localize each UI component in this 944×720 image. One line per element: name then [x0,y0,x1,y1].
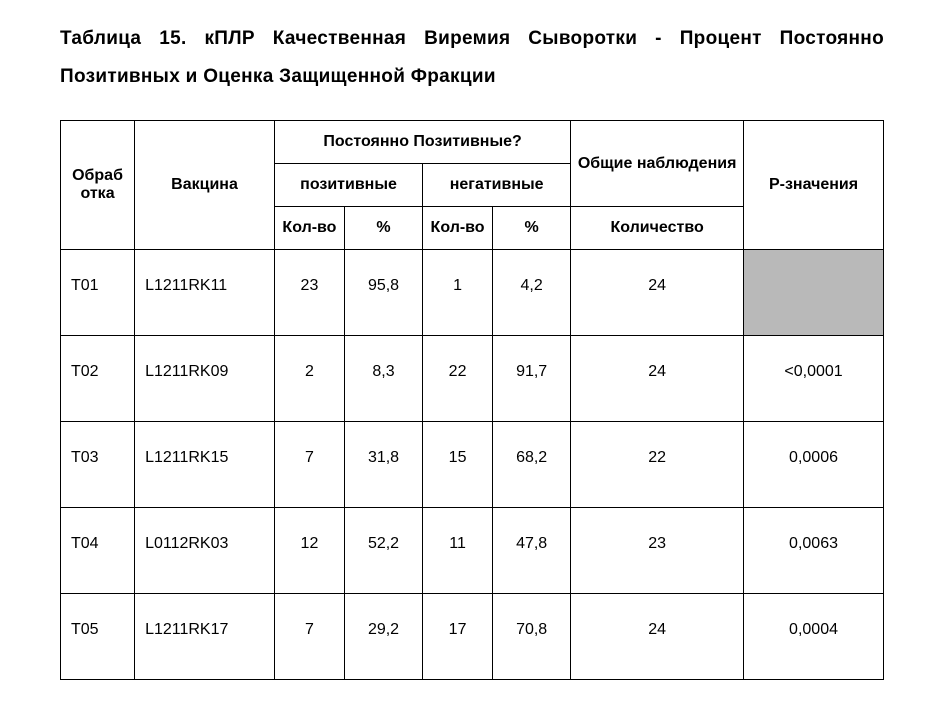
table-row: T02L1211RK0928,32291,724<0,0001 [61,336,884,422]
cell-pos-pct: 52,2 [344,508,422,594]
th-total-obs: Общие наблюдения [571,121,744,207]
th-negative: негативные [423,164,571,207]
table-row: T03L1211RK15731,81568,2220,0006 [61,422,884,508]
cell-neg-count: 1 [423,250,493,336]
cell-treatment: T02 [61,336,135,422]
cell-total: 24 [571,250,744,336]
cell-pvalue [744,250,884,336]
data-table: Обраб отка Вакцина Постоянно Позитивные?… [60,120,884,680]
cell-pos-pct: 95,8 [344,250,422,336]
cell-total: 23 [571,508,744,594]
cell-neg-pct: 4,2 [493,250,571,336]
cell-pos-pct: 31,8 [344,422,422,508]
table-row: T04L0112RK031252,21147,8230,0063 [61,508,884,594]
th-pos-pct: % [344,207,422,250]
th-pvalues: Р-значения [744,121,884,250]
cell-total: 24 [571,336,744,422]
title-line2: Позитивных и Оценка Защищенной Фракции [60,58,884,96]
th-positive: позитивные [274,164,422,207]
cell-treatment: T03 [61,422,135,508]
table-title: Таблица 15. кПЛР Качественная Виремия Сы… [60,20,884,96]
th-qty: Количество [571,207,744,250]
cell-vaccine: L0112RK03 [135,508,275,594]
cell-pvalue: 0,0063 [744,508,884,594]
cell-treatment: T01 [61,250,135,336]
cell-treatment: T04 [61,508,135,594]
cell-pos-count: 23 [274,250,344,336]
cell-pvalue: 0,0004 [744,594,884,680]
th-neg-count: Кол-во [423,207,493,250]
cell-total: 22 [571,422,744,508]
table-row: T05L1211RK17729,21770,8240,0004 [61,594,884,680]
cell-pos-pct: 29,2 [344,594,422,680]
cell-pos-count: 7 [274,594,344,680]
cell-vaccine: L1211RK11 [135,250,275,336]
th-treatment: Обраб отка [61,121,135,250]
th-pos-count: Кол-во [274,207,344,250]
cell-neg-pct: 70,8 [493,594,571,680]
th-vaccine: Вакцина [135,121,275,250]
cell-pos-pct: 8,3 [344,336,422,422]
cell-total: 24 [571,594,744,680]
table-row: T01L1211RK112395,814,224 [61,250,884,336]
cell-vaccine: L1211RK09 [135,336,275,422]
cell-neg-count: 17 [423,594,493,680]
cell-pos-count: 2 [274,336,344,422]
cell-pvalue: <0,0001 [744,336,884,422]
cell-vaccine: L1211RK17 [135,594,275,680]
cell-pos-count: 7 [274,422,344,508]
cell-neg-pct: 91,7 [493,336,571,422]
cell-neg-count: 22 [423,336,493,422]
cell-neg-count: 11 [423,508,493,594]
th-neg-pct: % [493,207,571,250]
th-persistent-positive: Постоянно Позитивные? [274,121,570,164]
cell-neg-count: 15 [423,422,493,508]
cell-pvalue: 0,0006 [744,422,884,508]
cell-vaccine: L1211RK15 [135,422,275,508]
cell-treatment: T05 [61,594,135,680]
cell-neg-pct: 68,2 [493,422,571,508]
cell-neg-pct: 47,8 [493,508,571,594]
cell-pos-count: 12 [274,508,344,594]
title-line1: Таблица 15. кПЛР Качественная Виремия Сы… [60,28,884,49]
